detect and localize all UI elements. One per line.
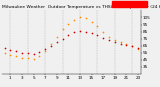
- Point: [84, 31, 87, 32]
- Point: [61, 38, 64, 39]
- Point: [113, 39, 116, 41]
- Point: [96, 34, 99, 36]
- Point: [137, 47, 139, 49]
- Point: [137, 48, 139, 49]
- Point: [26, 53, 29, 54]
- Point: [38, 51, 41, 53]
- Point: [131, 46, 133, 47]
- Point: [108, 36, 110, 37]
- Point: [44, 50, 46, 51]
- Point: [79, 16, 81, 17]
- Point: [125, 44, 128, 45]
- Point: [55, 36, 58, 37]
- Point: [73, 32, 75, 33]
- Point: [50, 43, 52, 44]
- Point: [113, 41, 116, 43]
- Point: [73, 19, 75, 20]
- Point: [9, 49, 12, 51]
- Point: [38, 56, 41, 57]
- Point: [55, 41, 58, 43]
- Point: [90, 32, 93, 34]
- Point: [61, 29, 64, 30]
- Point: [50, 45, 52, 46]
- Point: [131, 46, 133, 47]
- Point: [102, 31, 104, 32]
- Point: [96, 25, 99, 27]
- Point: [119, 41, 122, 43]
- Text: Milwaukee Weather  Outdoor Temperature vs THSW Index per Hour (24 Hours): Milwaukee Weather Outdoor Temperature vs…: [2, 5, 160, 9]
- Point: [21, 52, 23, 54]
- Point: [90, 21, 93, 22]
- Point: [15, 56, 17, 57]
- Point: [3, 47, 6, 49]
- Point: [67, 23, 70, 25]
- Point: [21, 57, 23, 58]
- Point: [79, 30, 81, 32]
- Point: [44, 49, 46, 50]
- Point: [9, 54, 12, 56]
- Point: [84, 17, 87, 19]
- Point: [108, 39, 110, 41]
- Point: [32, 54, 35, 55]
- Point: [3, 52, 6, 54]
- Point: [26, 58, 29, 59]
- Point: [15, 51, 17, 52]
- Point: [32, 58, 35, 60]
- Point: [119, 43, 122, 44]
- Point: [125, 44, 128, 46]
- Point: [102, 37, 104, 39]
- Point: [67, 34, 70, 36]
